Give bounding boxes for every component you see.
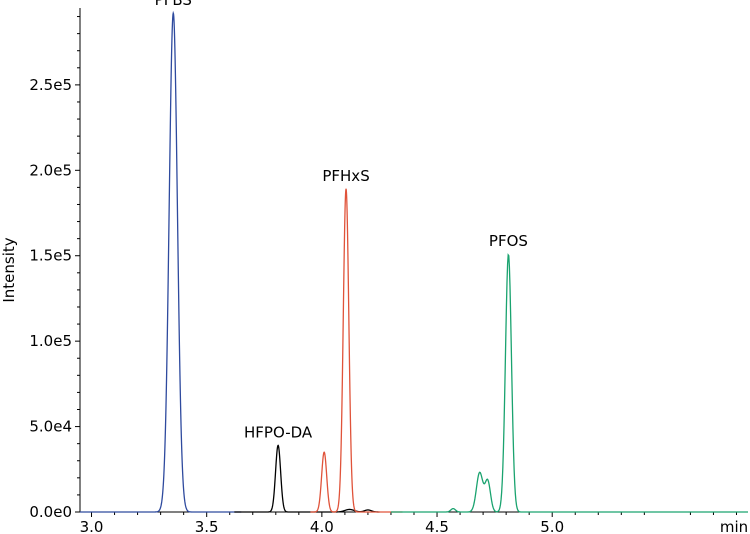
y-tick-label: 0.0e0 — [29, 503, 72, 521]
series-line-pfhxs — [310, 188, 403, 513]
peak-label-pfos: PFOS — [489, 232, 528, 250]
series-layer — [80, 10, 748, 513]
peak-label-hfpo-da: HFPO-DA — [244, 423, 313, 441]
x-tick-label: 4.5 — [425, 518, 449, 534]
axes: 3.0 3.5 4.0 4.5 5.0 0.0e0 5.0e4 1.0e5 1.5e5 2.0e5… — [29, 8, 748, 534]
peak-label-pfhxs: PFHxS — [322, 167, 369, 185]
y-tick-label: 1.5e5 — [29, 247, 72, 265]
annotation-layer: PFBS HFPO-DA PFHxS PFOS — [155, 0, 528, 441]
x-tick-label: 3.5 — [195, 518, 219, 534]
series-line-pfos — [390, 253, 748, 513]
x-axis-title: min — [720, 518, 748, 534]
x-tick-label: 5.0 — [540, 518, 564, 534]
y-tick-label: 2.0e5 — [29, 161, 72, 179]
x-tick-label: 4.0 — [310, 518, 334, 534]
series-line-hfpo-da — [234, 444, 380, 513]
y-tick-label: 5.0e4 — [29, 418, 72, 436]
peak-label-pfbs: PFBS — [155, 0, 192, 9]
y-axis-title: Intensity — [0, 237, 18, 302]
series-line-pfbs — [80, 10, 242, 513]
x-tick-label: 3.0 — [80, 518, 104, 534]
y-tick-label: 1.0e5 — [29, 332, 72, 350]
y-tick-label: 2.5e5 — [29, 76, 72, 94]
